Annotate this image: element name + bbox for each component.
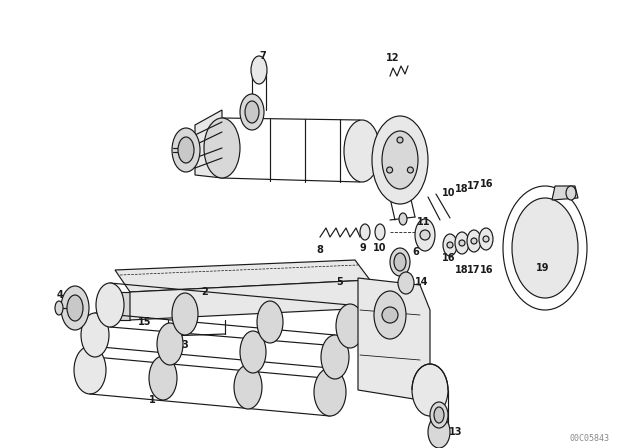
Polygon shape: [552, 186, 578, 200]
Ellipse shape: [443, 234, 457, 256]
Ellipse shape: [336, 304, 364, 348]
Text: 18: 18: [455, 184, 469, 194]
Ellipse shape: [157, 323, 183, 365]
Text: 4: 4: [56, 290, 63, 300]
Ellipse shape: [399, 213, 407, 225]
Ellipse shape: [61, 286, 89, 330]
Circle shape: [387, 167, 392, 173]
Ellipse shape: [234, 365, 262, 409]
Polygon shape: [195, 110, 222, 178]
Circle shape: [471, 238, 477, 244]
Ellipse shape: [321, 335, 349, 379]
Text: 17: 17: [467, 181, 481, 191]
Ellipse shape: [240, 94, 264, 130]
Ellipse shape: [412, 364, 448, 416]
Ellipse shape: [240, 331, 266, 373]
Text: 3: 3: [182, 340, 188, 350]
Text: 6: 6: [413, 247, 419, 257]
Circle shape: [447, 242, 453, 248]
Circle shape: [397, 137, 403, 143]
Ellipse shape: [372, 116, 428, 204]
Text: 16: 16: [480, 265, 493, 275]
Polygon shape: [115, 292, 130, 320]
Ellipse shape: [374, 291, 406, 339]
Text: 15: 15: [138, 317, 152, 327]
Circle shape: [420, 230, 430, 240]
Ellipse shape: [415, 219, 435, 251]
Text: 8: 8: [317, 245, 323, 255]
Ellipse shape: [394, 253, 406, 271]
Ellipse shape: [566, 186, 576, 200]
Text: 10: 10: [442, 188, 456, 198]
Text: 2: 2: [202, 287, 209, 297]
Ellipse shape: [360, 224, 370, 240]
Ellipse shape: [314, 368, 346, 416]
Text: 17: 17: [467, 265, 481, 275]
Ellipse shape: [390, 248, 410, 276]
Ellipse shape: [55, 301, 63, 315]
Text: 10: 10: [373, 243, 387, 253]
Ellipse shape: [382, 131, 418, 189]
Text: 7: 7: [260, 51, 266, 61]
Ellipse shape: [398, 272, 414, 294]
Circle shape: [382, 307, 398, 323]
Polygon shape: [115, 260, 370, 292]
Text: 9: 9: [360, 243, 366, 253]
Text: 16: 16: [480, 179, 493, 189]
Ellipse shape: [512, 198, 578, 298]
Ellipse shape: [149, 356, 177, 400]
Ellipse shape: [430, 402, 448, 428]
Ellipse shape: [74, 346, 106, 394]
Ellipse shape: [251, 56, 267, 84]
Text: 13: 13: [449, 427, 463, 437]
Text: 1: 1: [148, 395, 156, 405]
Ellipse shape: [434, 407, 444, 423]
Text: 18: 18: [455, 265, 469, 275]
Ellipse shape: [455, 232, 469, 254]
Ellipse shape: [204, 118, 240, 178]
Ellipse shape: [479, 228, 493, 250]
Ellipse shape: [245, 101, 259, 123]
Circle shape: [408, 167, 413, 173]
Text: 00C05843: 00C05843: [570, 434, 610, 443]
Ellipse shape: [172, 128, 200, 172]
Text: 16: 16: [442, 253, 456, 263]
Ellipse shape: [375, 224, 385, 240]
Ellipse shape: [96, 283, 124, 327]
Ellipse shape: [172, 293, 198, 335]
Polygon shape: [130, 280, 370, 320]
Polygon shape: [358, 278, 430, 400]
Ellipse shape: [178, 137, 194, 163]
Text: 19: 19: [536, 263, 550, 273]
Ellipse shape: [81, 313, 109, 357]
Text: 5: 5: [337, 277, 344, 287]
Circle shape: [483, 236, 489, 242]
Text: 12: 12: [387, 53, 400, 63]
Text: 14: 14: [415, 277, 429, 287]
Ellipse shape: [467, 230, 481, 252]
Text: 11: 11: [417, 217, 431, 227]
Ellipse shape: [428, 416, 450, 448]
Circle shape: [459, 240, 465, 246]
Ellipse shape: [344, 120, 380, 182]
Ellipse shape: [67, 295, 83, 321]
Ellipse shape: [257, 301, 283, 343]
